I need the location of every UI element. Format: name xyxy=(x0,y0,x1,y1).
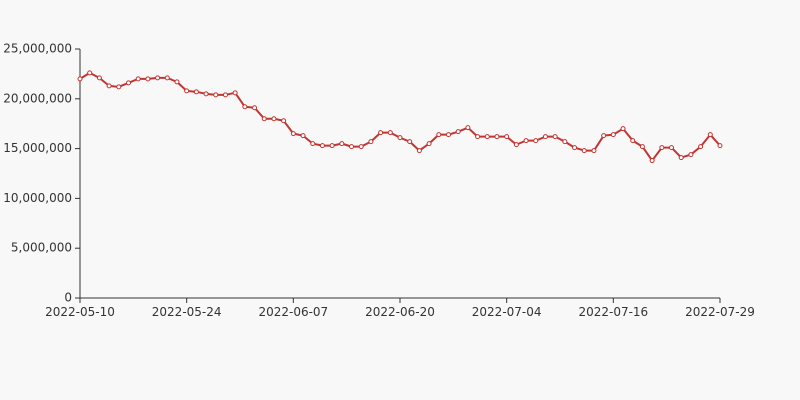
x-tick-label: 2022-06-20 xyxy=(365,305,435,319)
data-point xyxy=(252,105,258,111)
data-point xyxy=(416,148,422,154)
y-tick-label: 15,000,000 xyxy=(3,141,72,155)
data-point xyxy=(698,144,704,150)
y-tick-label: 25,000,000 xyxy=(3,42,72,56)
data-point xyxy=(125,80,131,86)
data-point xyxy=(106,83,112,89)
data-point xyxy=(387,130,393,136)
y-axis: 0 5,000,000 10,000,000 15,000,000 20,000,000… xyxy=(3,42,81,305)
y-tick-label: 20,000,000 xyxy=(3,91,72,105)
data-point xyxy=(475,134,481,140)
data-point xyxy=(339,141,345,147)
data-point xyxy=(717,143,723,149)
x-axis: 2022-05-10 2022-05-24 2022-06-07 2022-06-20… xyxy=(45,297,755,319)
data-point xyxy=(349,144,355,150)
data-point xyxy=(164,75,170,81)
data-point xyxy=(135,76,141,82)
data-point xyxy=(591,148,597,154)
data-point xyxy=(639,144,645,150)
data-point xyxy=(96,75,102,81)
series-line xyxy=(79,71,721,162)
data-point xyxy=(213,92,219,98)
data-point xyxy=(368,139,374,145)
data-point xyxy=(290,131,296,137)
data-point xyxy=(87,70,93,76)
series-layer xyxy=(77,70,723,164)
data-point xyxy=(630,138,636,144)
data-point xyxy=(494,134,500,140)
data-point xyxy=(261,116,267,122)
data-point xyxy=(455,129,461,135)
data-point xyxy=(281,118,287,124)
data-point xyxy=(300,133,306,139)
data-point xyxy=(542,134,548,140)
data-point xyxy=(329,143,335,149)
data-point xyxy=(203,91,209,97)
data-point xyxy=(155,75,161,81)
x-tick-label: 2022-05-24 xyxy=(152,305,222,319)
data-point xyxy=(174,79,180,85)
data-point xyxy=(193,89,199,95)
data-point xyxy=(707,132,713,138)
data-point xyxy=(184,88,190,94)
data-point xyxy=(116,84,122,90)
x-tick-label: 2022-07-29 xyxy=(685,305,755,319)
data-point xyxy=(581,148,587,154)
data-point xyxy=(378,130,384,136)
data-point xyxy=(484,134,490,140)
data-point xyxy=(649,158,655,164)
data-point xyxy=(659,145,665,151)
y-tick-label: 5,000,000 xyxy=(11,241,72,255)
data-point xyxy=(436,132,442,138)
data-point xyxy=(358,144,364,150)
data-point xyxy=(504,134,510,140)
data-point xyxy=(465,125,471,131)
x-tick-label: 2022-07-16 xyxy=(578,305,648,319)
data-point xyxy=(601,133,607,139)
data-point xyxy=(426,141,432,147)
data-point xyxy=(242,104,248,110)
data-point xyxy=(610,132,616,138)
data-point xyxy=(513,142,519,148)
x-tick-label: 2022-06-07 xyxy=(258,305,328,319)
data-point xyxy=(562,139,568,145)
y-tick-label: 10,000,000 xyxy=(3,191,72,205)
data-point xyxy=(222,92,228,98)
data-point xyxy=(407,139,413,145)
x-tick-label: 2022-05-10 xyxy=(45,305,115,319)
data-point xyxy=(533,138,539,144)
data-point xyxy=(678,155,684,161)
data-point xyxy=(552,134,558,140)
data-point xyxy=(572,145,578,151)
data-point xyxy=(397,135,403,141)
data-point xyxy=(669,145,675,151)
data-point xyxy=(232,90,238,96)
data-point xyxy=(445,132,451,138)
data-point xyxy=(271,116,277,122)
data-point xyxy=(310,141,316,147)
data-point xyxy=(77,76,83,82)
y-tick-label: 0 xyxy=(64,291,72,305)
data-point xyxy=(620,126,626,132)
data-point xyxy=(319,143,325,149)
x-tick-label: 2022-07-04 xyxy=(472,305,542,319)
data-point xyxy=(145,76,151,82)
data-point xyxy=(523,138,529,144)
data-point xyxy=(688,152,694,158)
